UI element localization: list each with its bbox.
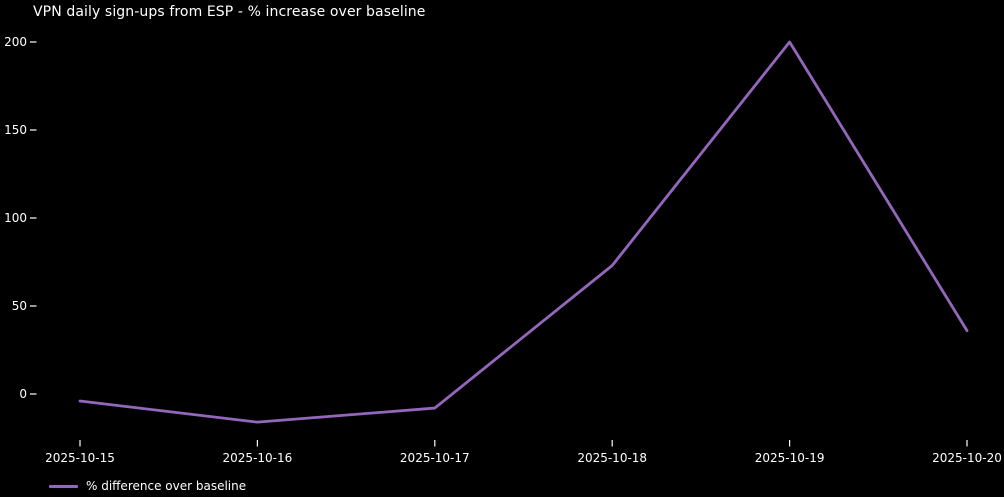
- x-tick-label: 2025-10-17: [400, 451, 470, 465]
- legend: % difference over baseline: [49, 478, 246, 494]
- y-tick-label: 200: [4, 35, 27, 49]
- x-tick-label: 2025-10-20: [932, 451, 1002, 465]
- y-tick-label: 0: [19, 387, 27, 401]
- x-tick-label: 2025-10-18: [577, 451, 647, 465]
- y-tick-label: 100: [4, 211, 27, 225]
- x-tick-label: 2025-10-15: [45, 451, 115, 465]
- legend-line-swatch: [49, 484, 78, 488]
- y-tick-label: 150: [4, 123, 27, 137]
- chart-title: VPN daily sign-ups from ESP - % increase…: [33, 4, 426, 20]
- x-tick-label: 2025-10-19: [755, 451, 825, 465]
- legend-label: % difference over baseline: [86, 479, 247, 493]
- x-tick-label: 2025-10-16: [223, 451, 293, 465]
- y-tick-label: 50: [12, 299, 27, 313]
- series-line: [78, 40, 969, 424]
